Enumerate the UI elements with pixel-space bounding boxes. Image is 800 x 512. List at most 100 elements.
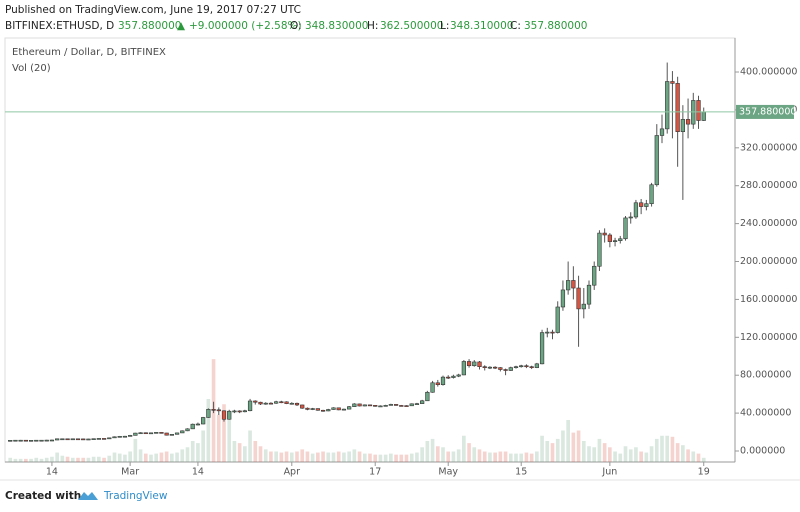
volume-bar [180,449,185,462]
volume-bar [566,420,570,462]
volume-bar [316,452,320,462]
candle-body [555,306,560,333]
candle-body [258,401,263,405]
candle-body [435,382,440,385]
volume-bar [232,441,237,462]
volume-bar [373,454,378,462]
volume-bar [248,430,252,462]
volume-bar [618,453,623,462]
brand-logo [78,492,98,500]
x-tick-label: May [438,467,458,478]
candle-body [409,403,414,407]
candle-body [597,232,602,267]
candle-body [550,331,555,334]
chart-title: Ethereum / Dollar, D, BITFINEX [12,47,166,58]
volume-bar [347,451,351,462]
candle-body [221,410,227,420]
change-arrow: ▲ [177,20,186,32]
volume-bar [368,453,372,462]
close-label: C: [510,20,521,32]
open-label: O: [290,20,302,32]
candle-body [539,332,545,365]
x-tick-label: 14 [46,467,58,478]
volume-bar [498,451,503,462]
candle-body [174,432,180,435]
volume-bar [269,451,273,462]
x-tick-label: Apr [284,467,301,478]
volume-bar [336,451,341,462]
candle-body [237,410,242,413]
candle-body [425,391,430,402]
candle-body [143,432,148,435]
volume-bar [435,446,440,462]
candle-body [685,119,691,125]
candle-body [367,404,373,407]
volume-bar [24,458,28,462]
candle-body [420,400,425,404]
volume-bar [681,445,685,462]
volume-bar [639,451,643,462]
candle-body [696,100,701,121]
volume-bar [581,441,586,462]
candle-body [112,436,117,439]
volume-bar [394,454,398,462]
volume-bar [170,453,174,462]
volume-bar [289,452,294,462]
volume-bar [164,451,169,462]
candle-body [49,439,55,442]
candle-body [493,366,498,369]
volume-bar [279,452,284,462]
volume-bar [472,447,477,462]
candle-body [341,408,347,411]
volume-bar [50,456,54,462]
candle-body [247,400,253,412]
volume-bar [555,438,560,462]
candle-body [503,369,508,371]
candle-body [138,432,143,435]
volume-bar [310,453,315,462]
candle-body [404,405,409,407]
volume-bar [159,452,164,462]
volume-bar [613,451,617,462]
candle-body [201,417,206,425]
candle-body [592,265,597,286]
close-value: 357.880000 [524,20,587,32]
candle-body [128,435,133,437]
volume-bar [201,430,205,462]
volume-bar [441,447,445,462]
volume-bar [60,455,65,462]
volume-bar [634,447,638,462]
candle-body [644,203,649,207]
volume-bar [123,454,127,462]
x-tick-label: 15 [515,467,527,478]
open-value: 348.830000 [305,20,368,32]
candle-body [388,404,393,406]
candle-body [701,111,706,121]
candle-body [545,331,550,334]
candle-body [487,366,493,369]
footer-brand[interactable]: TradingView [103,490,168,502]
y-tick-label: 120.000000 [740,332,797,343]
candle-body [670,81,675,84]
candle-body [148,432,154,435]
candle-body [383,405,388,407]
volume-bar [545,441,550,462]
volume-bar [263,449,268,462]
volume-bar [258,446,263,462]
volume-bar [503,451,508,462]
volume-bar [65,456,70,462]
candle-body [378,405,383,408]
candle-body [602,232,607,236]
volume-bar [331,452,336,462]
candle-body [70,438,75,441]
candle-body [180,430,185,434]
volume-bar [519,453,524,462]
volume-label: Vol (20) [12,63,51,74]
y-tick-label: 160.000000 [740,294,797,305]
volume-bar [39,458,44,462]
candle-body [34,439,39,442]
candle-body [60,438,65,441]
candle-body [414,403,420,405]
y-tick-label: 400.000000 [740,67,797,78]
candle-body [331,407,336,410]
